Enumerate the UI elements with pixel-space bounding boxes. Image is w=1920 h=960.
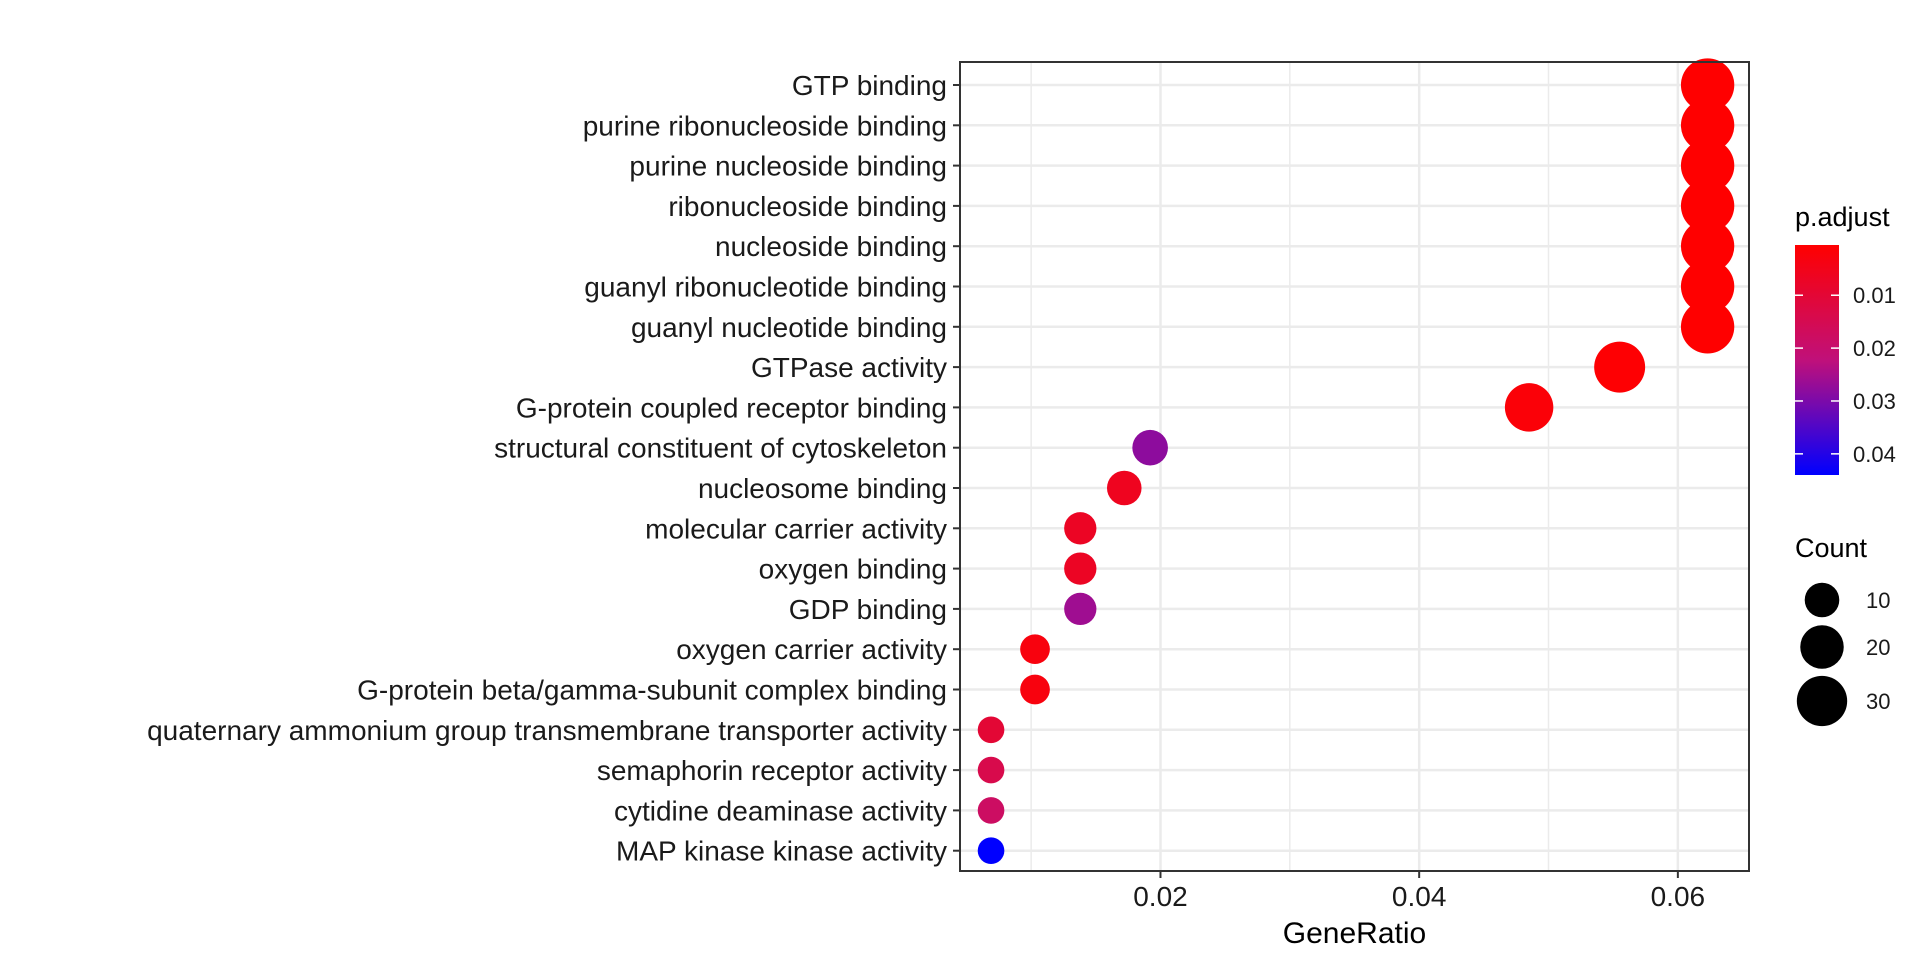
category-label: oxygen binding: [759, 554, 947, 585]
data-point: [1680, 179, 1735, 233]
category-label: oxygen carrier activity: [676, 634, 947, 665]
category-label: semaphorin receptor activity: [597, 755, 947, 786]
category-label: structural constituent of cytoskeleton: [494, 433, 947, 464]
size-legend-label: 20: [1866, 635, 1890, 660]
x-tick-label: 0.06: [1651, 881, 1706, 912]
grid-lines: [960, 62, 1749, 871]
x-axis-tick-labels: 0.02 0.04 0.06: [1133, 881, 1705, 912]
data-point: [1680, 259, 1735, 314]
category-label: molecular carrier activity: [645, 513, 947, 544]
size-legend-label: 30: [1866, 689, 1890, 714]
category-label: cytidine deaminase activity: [614, 795, 947, 826]
y-axis-ticks: [953, 84, 960, 852]
category-label: guanyl nucleotide binding: [631, 312, 947, 343]
data-point: [1594, 341, 1646, 393]
x-axis-title: GeneRatio: [1283, 917, 1426, 950]
color-legend-gradient-bar: [1795, 245, 1839, 475]
data-point: [977, 756, 1005, 784]
data-point: [1106, 470, 1142, 506]
data-point: [1020, 674, 1050, 705]
plot-panel-border: [959, 61, 1750, 872]
size-legend: Count 10 20 30: [1795, 533, 1890, 727]
color-legend-label: 0.02: [1853, 336, 1896, 361]
data-point: [1064, 552, 1097, 585]
x-axis-ticks: [1159, 871, 1679, 878]
color-legend-label: 0.01: [1853, 283, 1896, 308]
data-point: [1680, 300, 1735, 354]
data-point: [1680, 58, 1735, 112]
data-point: [1132, 429, 1168, 466]
size-legend-items: 10 20 30: [1796, 582, 1890, 727]
x-tick-label: 0.02: [1133, 881, 1188, 912]
category-label: purine ribonucleoside binding: [583, 110, 947, 141]
color-legend-ticks: 0.01 0.02 0.03 0.04: [1795, 283, 1896, 467]
category-label: G-protein beta/gamma-subunit complex bin…: [357, 675, 947, 706]
category-label: GTP binding: [792, 70, 947, 101]
data-point: [1064, 512, 1097, 545]
color-legend-title: p.adjust: [1795, 202, 1890, 232]
data-points: [977, 58, 1735, 865]
color-legend-label: 0.04: [1853, 442, 1896, 467]
color-legend: p.adjust 0.01 0.02 0.03 0.04: [1795, 202, 1896, 475]
size-legend-title: Count: [1795, 533, 1868, 563]
category-label: G-protein coupled receptor binding: [516, 392, 947, 423]
data-point: [977, 797, 1005, 824]
data-point: [977, 837, 1005, 865]
data-point: [1504, 383, 1554, 432]
color-legend-label: 0.03: [1853, 389, 1896, 414]
y-axis-category-labels: GTP binding purine ribonucleoside binding…: [147, 70, 947, 867]
size-legend-dot: [1804, 582, 1840, 618]
category-label: nucleoside binding: [715, 231, 947, 262]
data-point: [977, 716, 1005, 744]
x-tick-label: 0.04: [1392, 881, 1447, 912]
category-label: MAP kinase kinase activity: [616, 836, 947, 867]
category-label: purine nucleoside binding: [629, 151, 947, 182]
data-point: [1680, 98, 1735, 152]
size-legend-dot: [1800, 625, 1844, 669]
category-label: guanyl ribonucleotide binding: [584, 272, 947, 303]
category-label: GDP binding: [789, 594, 947, 625]
category-label: ribonucleoside binding: [668, 191, 947, 222]
size-legend-dot: [1796, 675, 1848, 727]
data-point: [1680, 219, 1735, 273]
data-point: [1020, 634, 1050, 665]
category-label: quaternary ammonium group transmembrane …: [147, 715, 947, 746]
category-label: GTPase activity: [751, 352, 947, 383]
size-legend-label: 10: [1866, 588, 1890, 613]
data-point: [1064, 592, 1097, 626]
data-point: [1680, 138, 1735, 193]
category-label: nucleosome binding: [698, 473, 947, 504]
